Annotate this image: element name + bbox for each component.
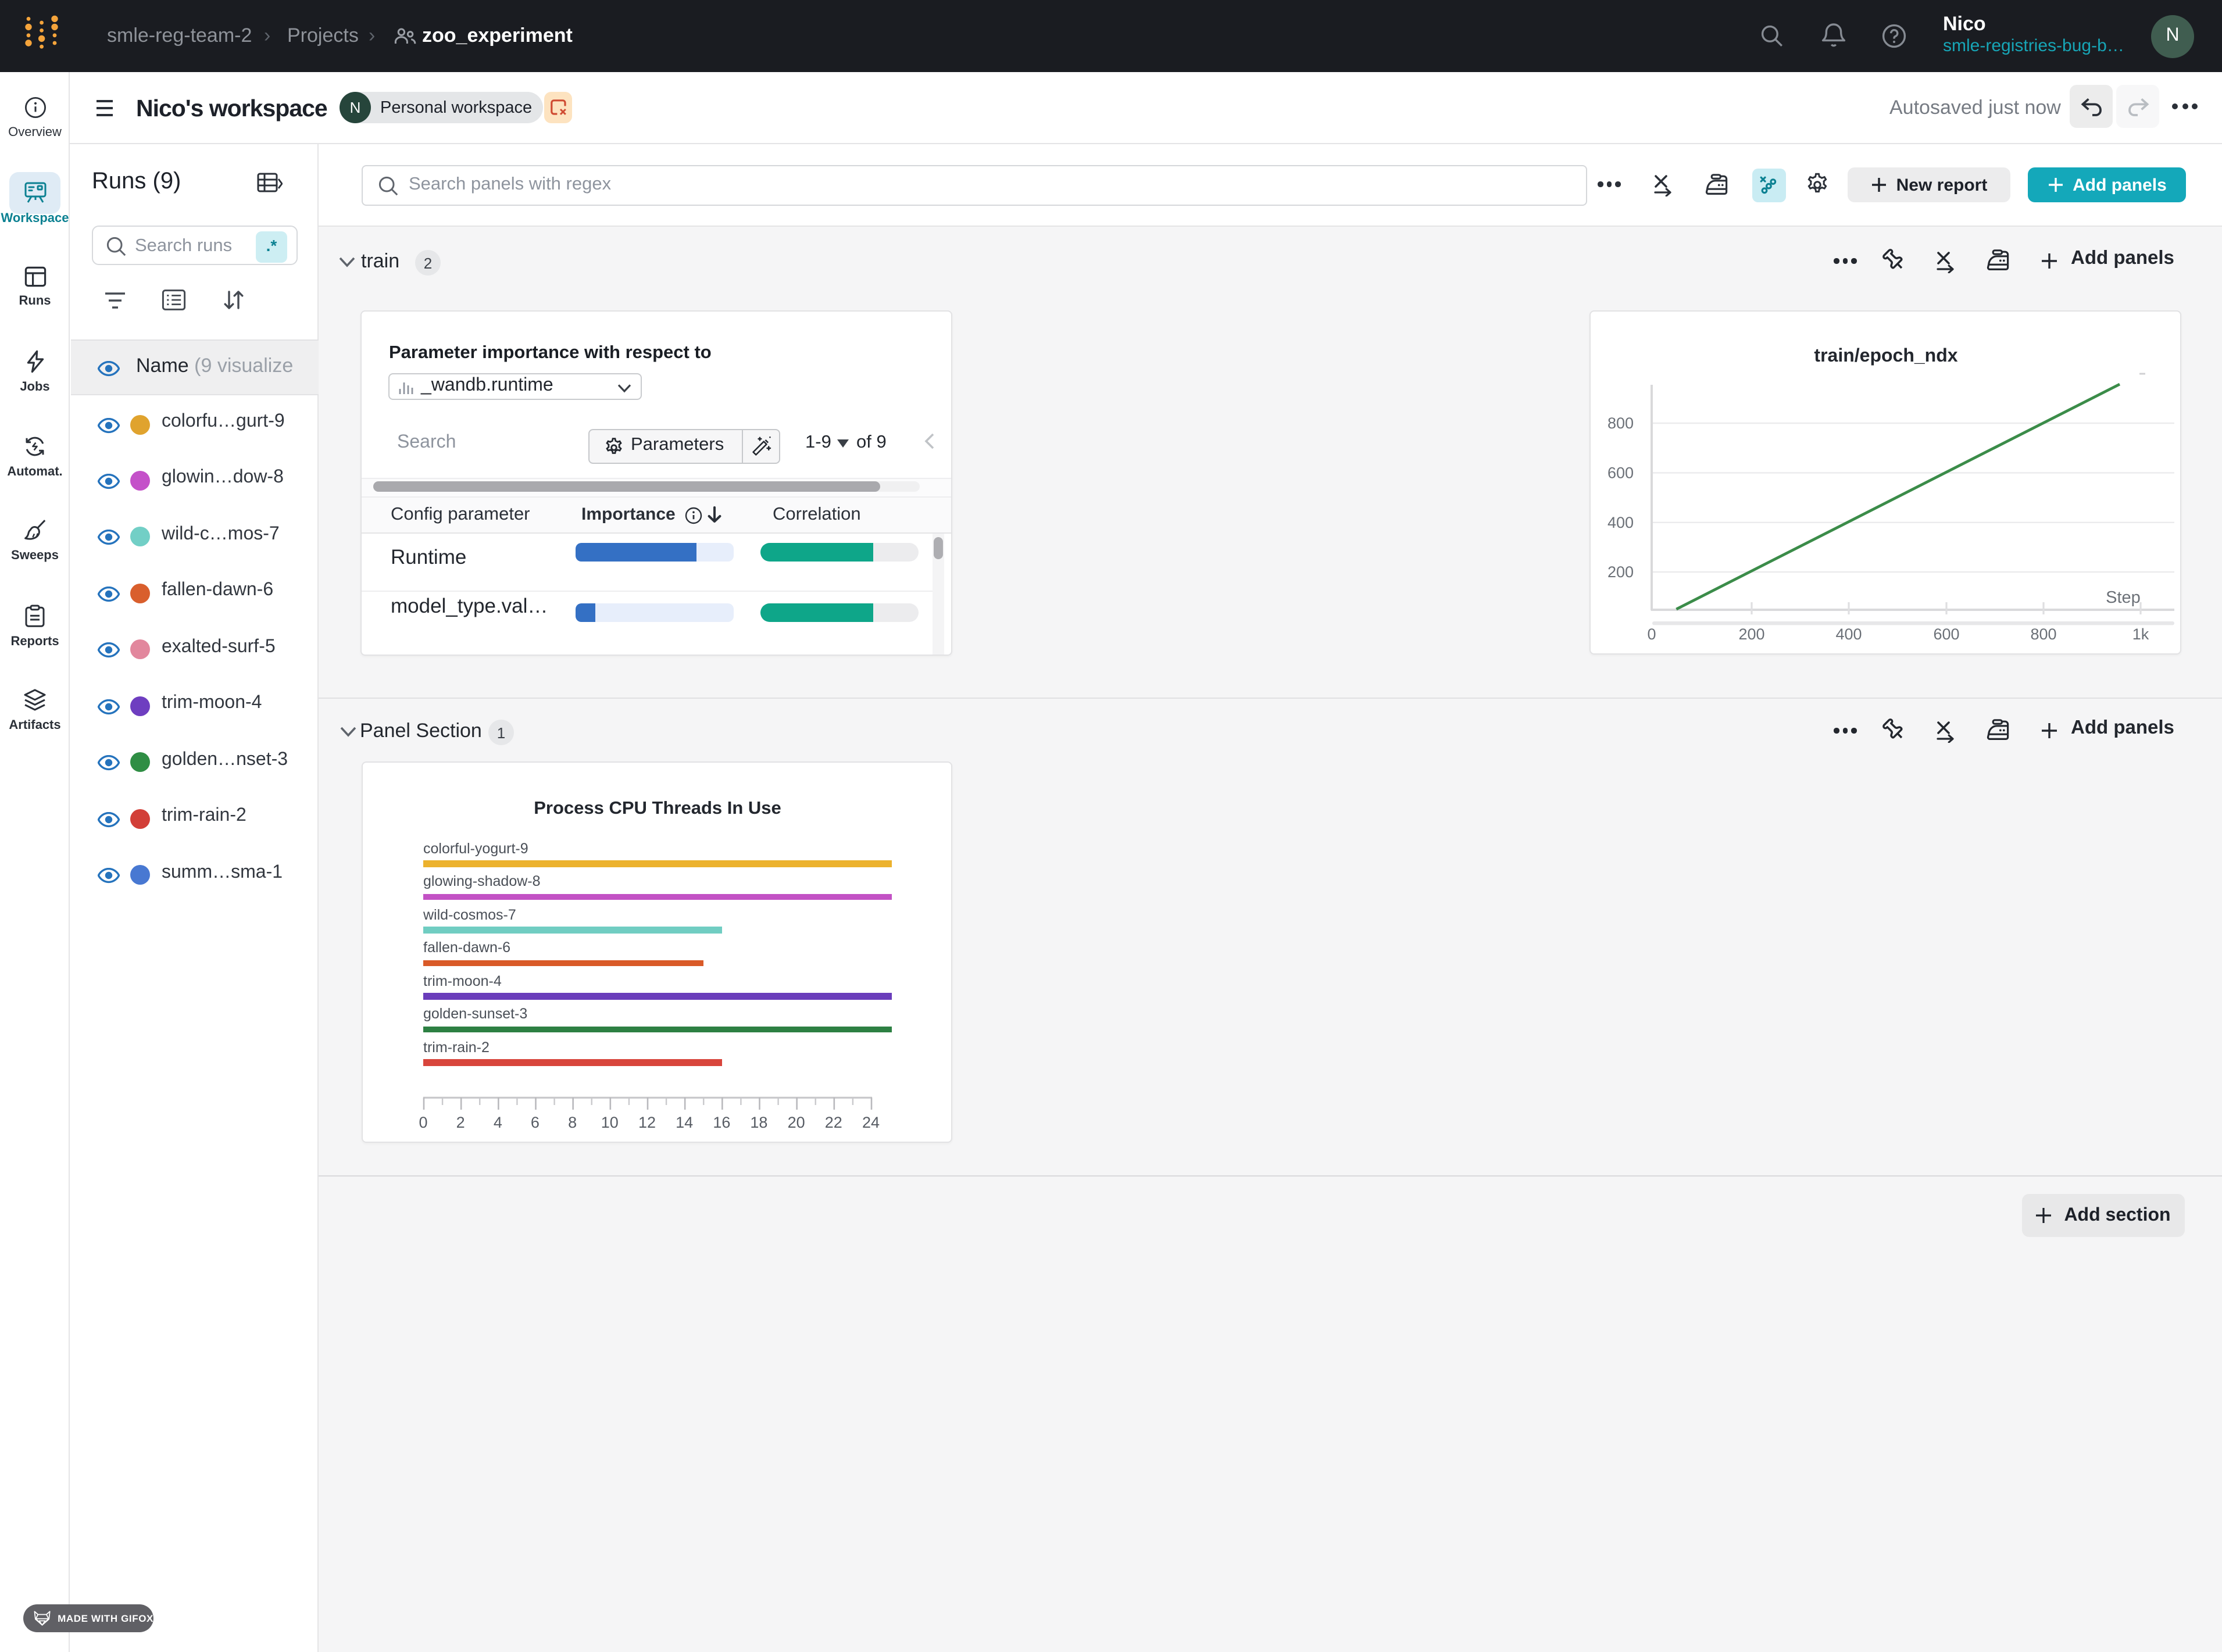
svg-text:600: 600 bbox=[1607, 464, 1633, 481]
svg-text:800: 800 bbox=[1607, 414, 1633, 432]
svg-text:1k: 1k bbox=[2132, 625, 2149, 643]
svg-text:400: 400 bbox=[1835, 625, 1861, 643]
svg-text:400: 400 bbox=[1607, 514, 1633, 531]
svg-text:600: 600 bbox=[1932, 625, 1959, 643]
svg-text:0: 0 bbox=[1646, 625, 1655, 643]
svg-text:200: 200 bbox=[1607, 563, 1633, 581]
svg-text:Step: Step bbox=[2105, 588, 2140, 607]
svg-text:800: 800 bbox=[2030, 625, 2056, 643]
svg-text:200: 200 bbox=[1738, 625, 1764, 643]
